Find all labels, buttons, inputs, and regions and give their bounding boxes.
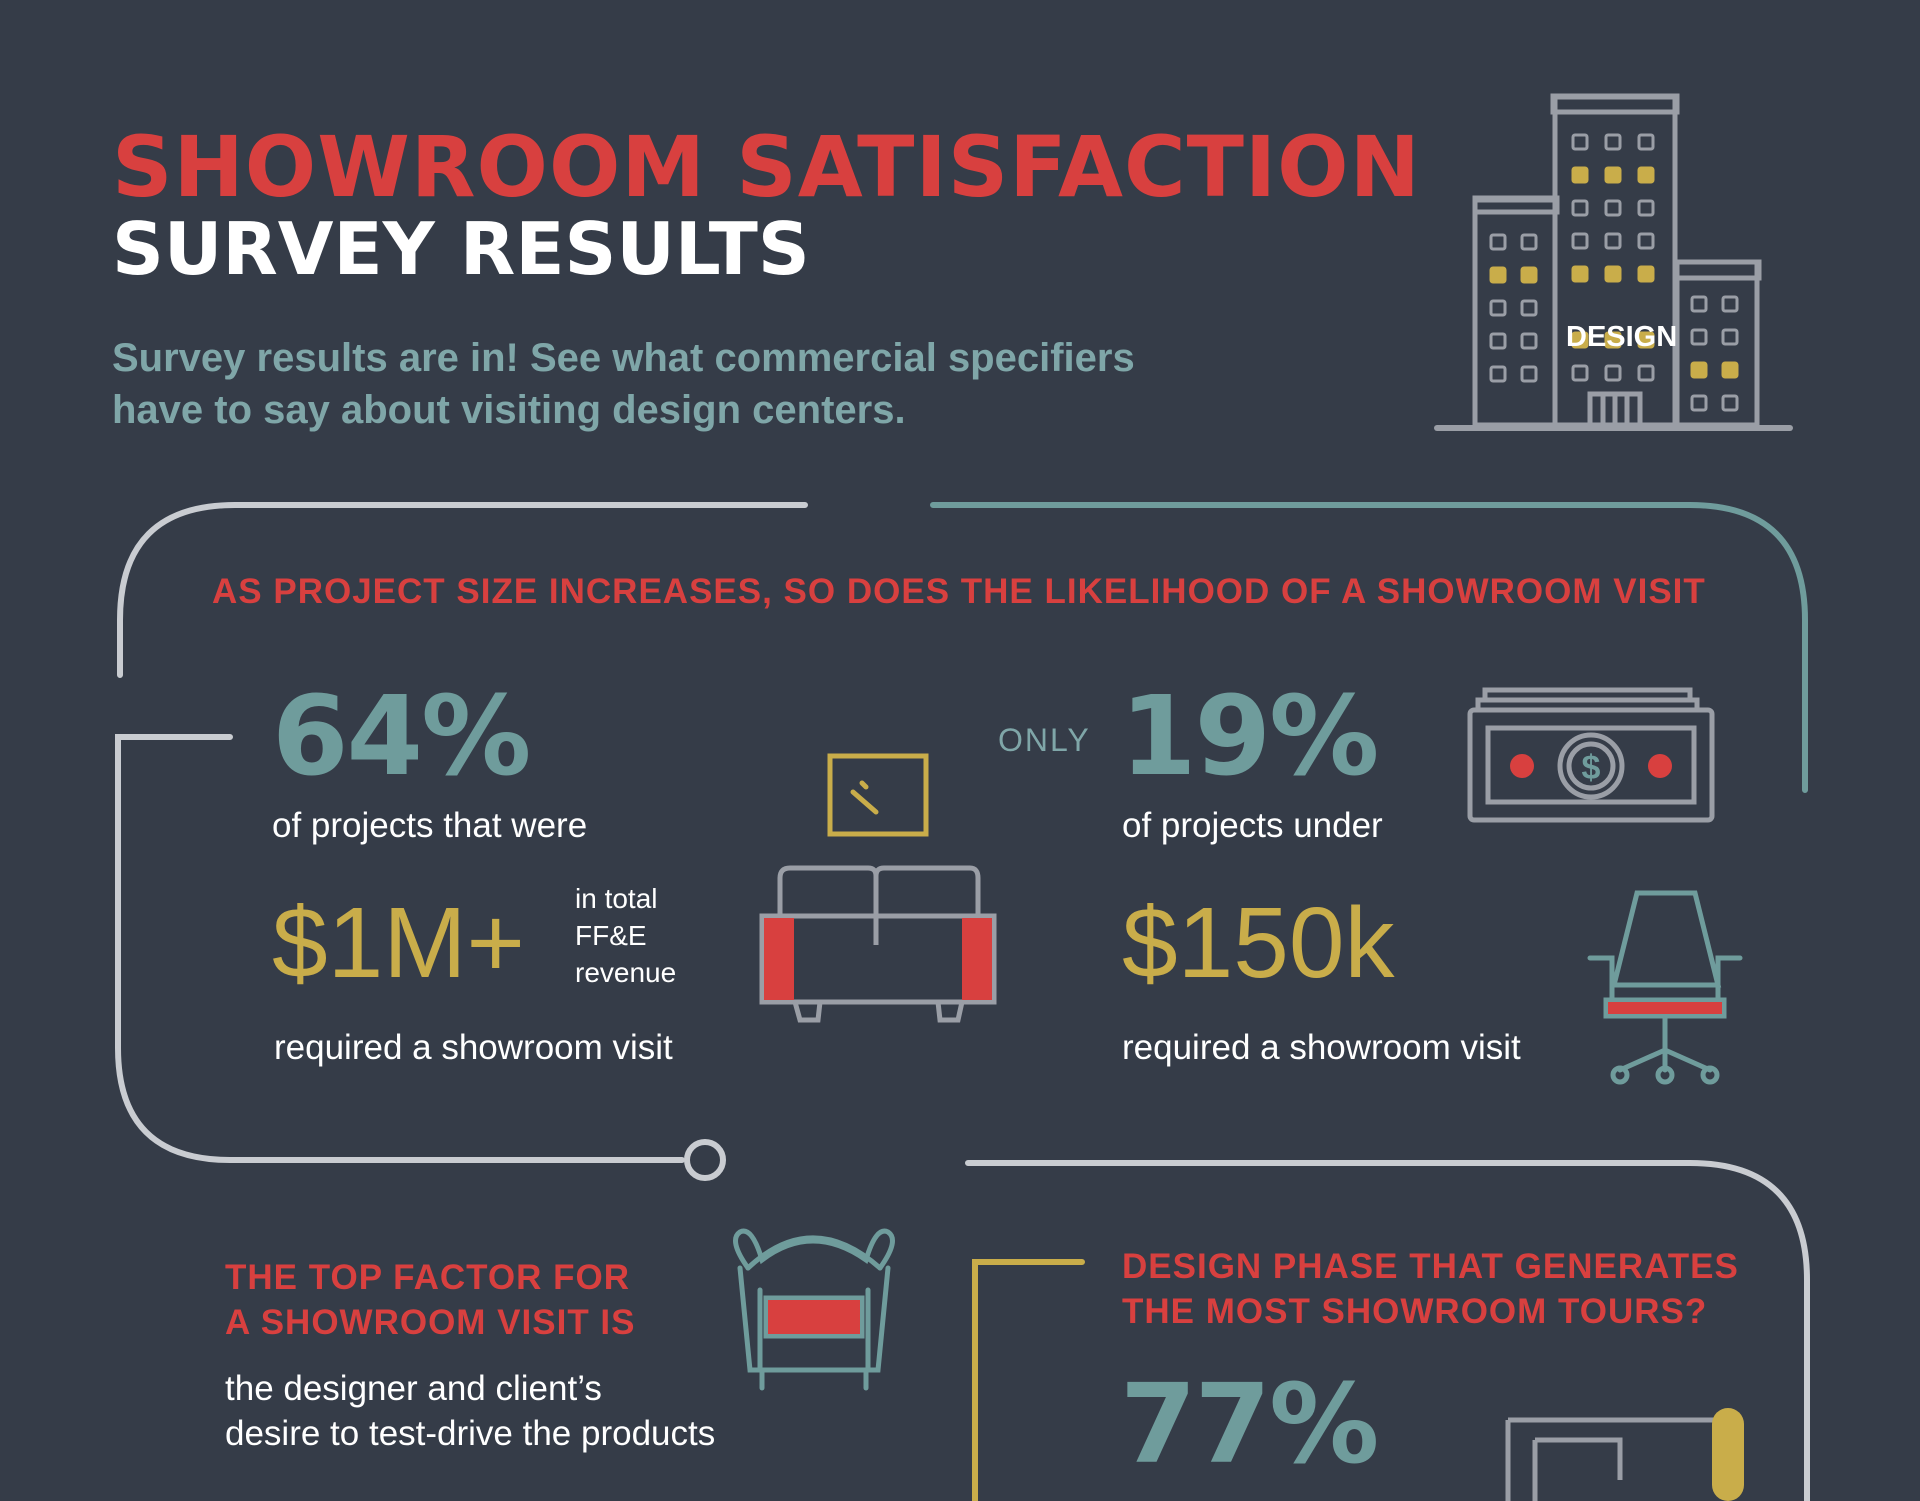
stat-label-large-projects: of projects that were (272, 806, 588, 845)
top-factor-body-line: the designer and client’s (225, 1369, 602, 1408)
section-heading: AS PROJECT SIZE INCREASES, SO DOES THE L… (212, 572, 1706, 611)
stat-percent-small-projects: 19% (1120, 672, 1379, 800)
top-factor-heading-line: THE TOP FACTOR FOR (225, 1258, 630, 1297)
stat-amount-small: $150k (1122, 887, 1395, 999)
only-prefix: ONLY (998, 722, 1091, 758)
connector-node (684, 1139, 726, 1181)
top-factor-body: the designer and client’s desire to test… (225, 1366, 715, 1456)
revenue-note-line: FF&E (575, 920, 647, 951)
intro-line-2: have to say about visiting design center… (112, 388, 906, 432)
building-label: DESIGN (1566, 321, 1678, 353)
page-subtitle-heading: SURVEY RESULTS (112, 207, 810, 291)
top-factor-heading: THE TOP FACTOR FOR A SHOWROOM VISIT IS (225, 1255, 636, 1345)
design-phase-heading: DESIGN PHASE THAT GENERATES THE MOST SHO… (1122, 1244, 1739, 1334)
stat-amount-large: $1M+ (272, 887, 525, 999)
stat-percent-large-projects: 64% (272, 672, 531, 800)
stat-label-small-projects: of projects under (1122, 806, 1383, 845)
intro-line-1: Survey results are in! See what commerci… (112, 336, 1135, 380)
stat-footer-large: required a showroom visit (274, 1028, 673, 1067)
revenue-note-line: in total (575, 883, 658, 914)
design-phase-heading-line: DESIGN PHASE THAT GENERATES (1122, 1247, 1739, 1286)
top-factor-body-line: desire to test-drive the products (225, 1414, 716, 1453)
revenue-note: in total FF&E revenue (575, 880, 676, 991)
design-phase-percent: 77% (1120, 1360, 1379, 1488)
top-factor-heading-line: A SHOWROOM VISIT IS (225, 1303, 636, 1342)
revenue-note-line: revenue (575, 957, 677, 988)
stat-footer-small: required a showroom visit (1122, 1028, 1521, 1067)
intro-text: Survey results are in! See what commerci… (112, 332, 1135, 436)
design-phase-heading-line: THE MOST SHOWROOM TOURS? (1122, 1292, 1708, 1331)
page-title: SHOWROOM SATISFACTION (112, 118, 1421, 216)
